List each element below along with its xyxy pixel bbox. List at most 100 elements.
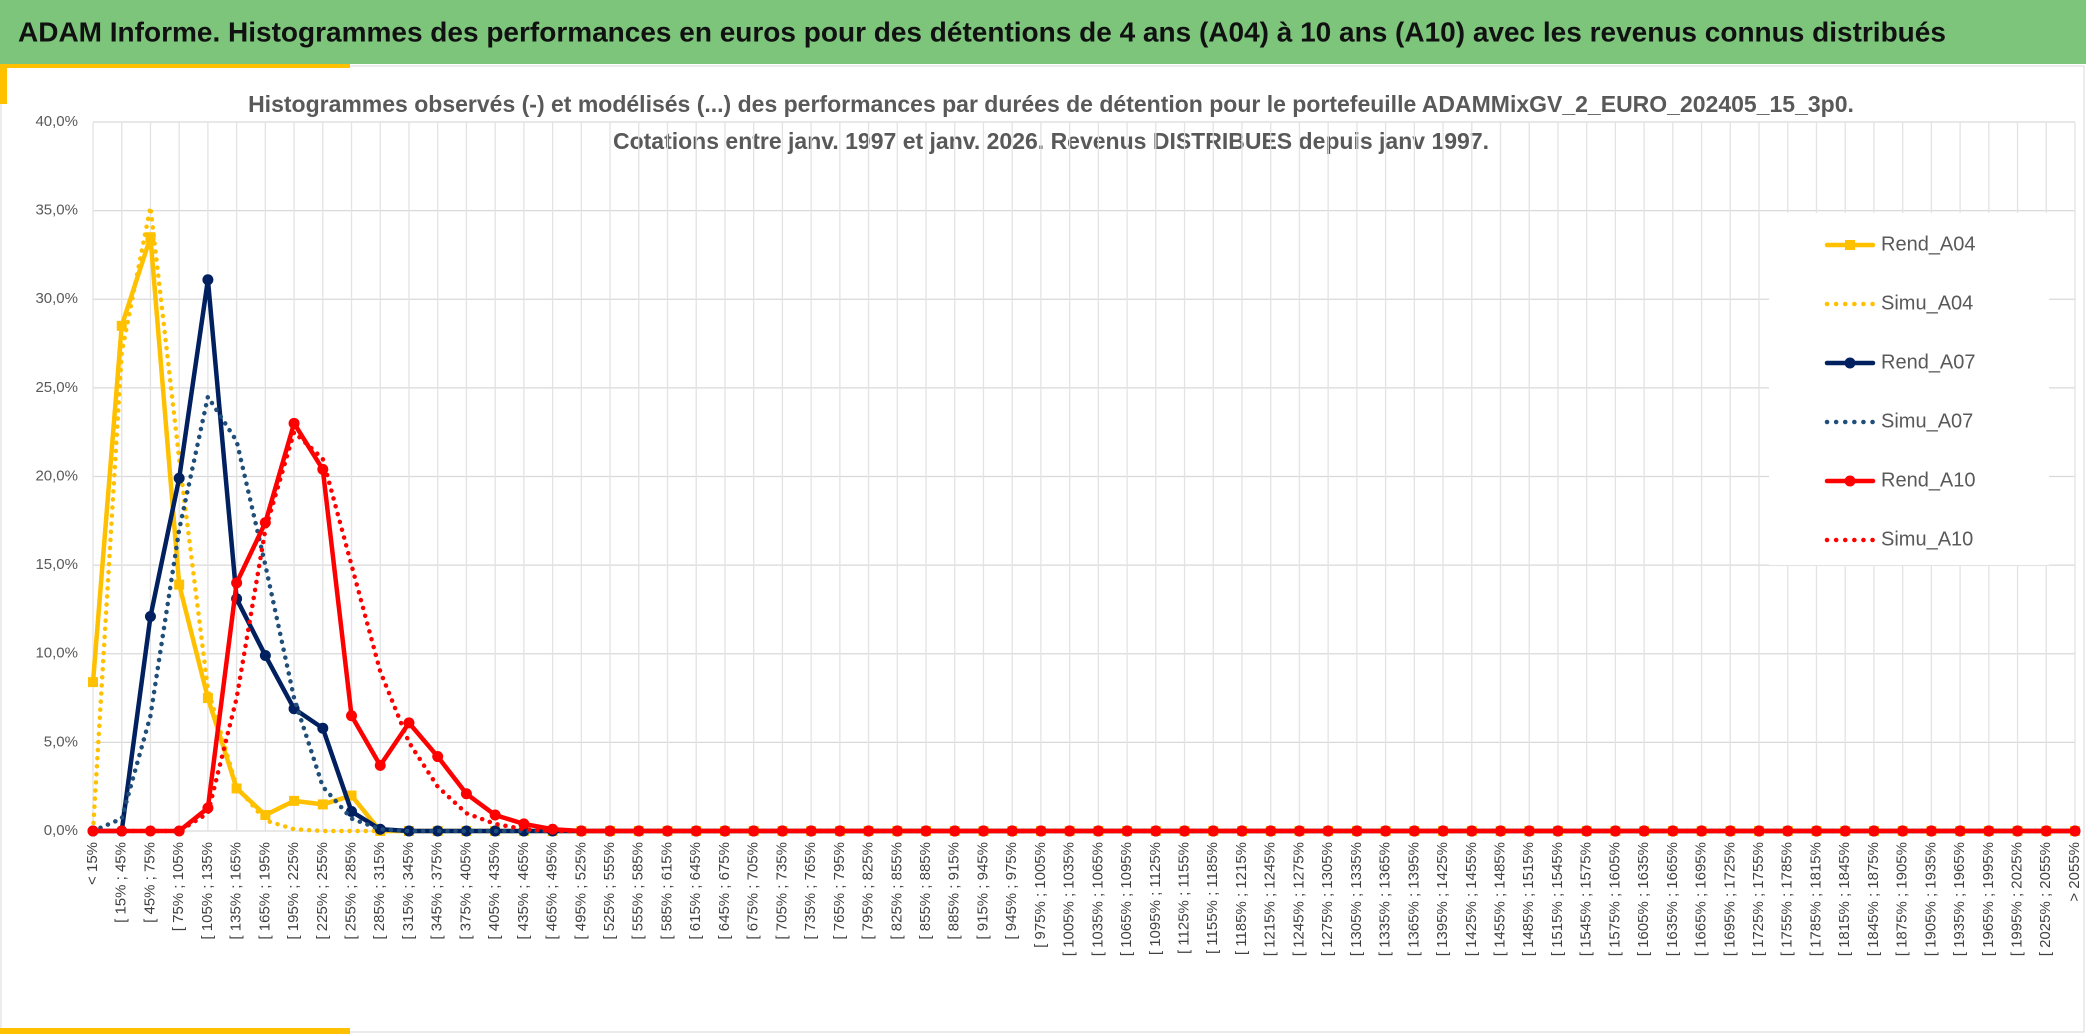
x-tick-label: [ 1815% ; 1845%: [1836, 842, 1853, 956]
x-tick-label: [ 1095% ; 1125%: [1147, 842, 1164, 955]
x-tick-label: [ 1875% ; 1905%: [1894, 842, 1911, 956]
marker: [317, 799, 328, 810]
x-tick-label: [ 1125% ; 1155%: [1176, 842, 1193, 954]
marker: [1839, 825, 1851, 837]
marker: [144, 611, 156, 623]
y-tick-label: 10,0%: [35, 645, 78, 662]
x-tick-label: [ 195% ; 225%: [285, 842, 302, 940]
x-tick-label: [ 405% ; 435%: [486, 842, 503, 940]
x-tick-label: < 15%: [84, 842, 101, 885]
x-tick-label: [ 1515% ; 1545%: [1549, 842, 1566, 956]
x-tick-label: [ 315% ; 345%: [400, 842, 417, 940]
x-tick-label: [ 75% ; 105%: [170, 842, 187, 931]
x-tick-label: [ 45% ; 75%: [141, 842, 158, 923]
marker: [374, 759, 386, 771]
x-tick-label: [ 645% ; 675%: [716, 842, 733, 940]
x-tick-label: [ 495% ; 525%: [572, 842, 589, 940]
x-tick-label: [ 1785% ; 1815%: [1807, 842, 1824, 956]
marker: [346, 806, 358, 818]
x-tick-label: [ 1245% ; 1275%: [1290, 842, 1307, 956]
x-tick-label: [ 165% ; 195%: [256, 842, 273, 940]
marker: [1064, 825, 1076, 837]
marker: [891, 825, 903, 837]
x-tick-label: [ 1995% ; 2025%: [2009, 842, 2026, 956]
y-tick-label: 5,0%: [44, 733, 78, 750]
legend-label: Simu_A07: [1881, 410, 1973, 432]
x-tick-label: [ 1035% ; 1065%: [1089, 842, 1106, 956]
x-tick-label: [ 945% ; 975%: [1003, 842, 1020, 940]
legend-marker: [1845, 240, 1855, 250]
x-tick-label: [ 255% ; 285%: [342, 842, 359, 940]
y-tick-label: 35,0%: [35, 202, 78, 219]
x-tick-label: [ 915% ; 945%: [974, 842, 991, 940]
x-tick-label: [ 1725% ; 1755%: [1750, 842, 1767, 956]
x-tick-label: [ 1635% ; 1665%: [1664, 842, 1681, 956]
x-tick-label: [ 765% ; 795%: [831, 842, 848, 940]
y-tick-label: 20,0%: [35, 467, 78, 484]
marker: [289, 795, 300, 806]
accent: [0, 64, 350, 68]
x-tick-label: [ 1665% ; 1695%: [1693, 842, 1710, 956]
x-tick-label: [ 1185% ; 1215%: [1233, 842, 1250, 955]
legend: Rend_A04 Simu_A04 Rend_A07 Simu_A07 Rend_A10…: [1769, 213, 2049, 565]
legend-label: Rend_A04: [1881, 233, 1976, 255]
series-line: [90, 429, 2078, 834]
marker: [1954, 825, 1966, 837]
x-tick-label: [ 585% ; 615%: [658, 842, 675, 940]
marker: [403, 717, 415, 729]
x-tick-label: [ 1365% ; 1395%: [1405, 842, 1422, 956]
x-tick-label: [ 465% ; 495%: [544, 842, 561, 940]
marker: [202, 693, 213, 704]
y-tick-label: 30,0%: [35, 290, 78, 307]
x-tick-label: [ 525% ; 555%: [601, 842, 618, 940]
y-tick-label: 0,0%: [44, 822, 78, 839]
marker: [1265, 825, 1277, 837]
x-tick-label: [ 1545% ; 1575%: [1578, 842, 1595, 956]
marker: [690, 825, 702, 837]
legend-label: Simu_A04: [1881, 292, 1973, 314]
legend-marker: [1844, 357, 1856, 369]
marker: [748, 825, 760, 837]
marker: [949, 825, 961, 837]
marker: [260, 810, 271, 821]
marker: [1782, 825, 1794, 837]
marker: [1638, 825, 1650, 837]
x-tick-label: [ 1215% ; 1245%: [1262, 842, 1279, 956]
x-tick-label: [ 1425% ; 1455%: [1463, 842, 1480, 956]
header-bar: [0, 0, 2086, 64]
accent: [0, 1028, 350, 1034]
x-tick-label: [ 735% ; 765%: [802, 842, 819, 940]
x-tick-label: [ 855% ; 885%: [917, 842, 934, 940]
x-tick-label: [ 1935% ; 1965%: [1951, 842, 1968, 956]
marker: [231, 577, 243, 589]
x-tick-label: [ 1305% ; 1335%: [1348, 842, 1365, 956]
x-tick-label: [ 2025% ; 2055%: [2037, 842, 2054, 956]
x-tick-label: [ 1965% ; 1995%: [1980, 842, 1997, 956]
chart-subtitle: Cotations entre janv. 1997 et janv. 2026…: [613, 128, 1489, 154]
x-tick-label: [ 825% ; 855%: [888, 842, 905, 940]
x-tick-label: [ 1605% ; 1635%: [1635, 842, 1652, 956]
x-tick-label: [ 1695% ; 1725%: [1721, 842, 1738, 956]
x-tick-label: [ 1275% ; 1305%: [1319, 842, 1336, 956]
marker: [2069, 825, 2081, 837]
x-tick-label: [ 795% ; 825%: [860, 842, 877, 940]
legend-label: Simu_A10: [1881, 528, 1973, 550]
x-tick-label: [ 555% ; 585%: [630, 842, 647, 940]
x-tick-label: [ 1455% ; 1485%: [1491, 842, 1508, 956]
marker: [1523, 825, 1535, 837]
marker: [116, 825, 128, 837]
marker: [174, 579, 185, 590]
legend-box: [1769, 213, 2049, 565]
legend-label: Rend_A07: [1881, 351, 1976, 373]
x-tick-label: [ 375% ; 405%: [457, 842, 474, 940]
marker: [346, 710, 358, 722]
marker: [116, 320, 127, 331]
marker: [1006, 825, 1018, 837]
marker: [1897, 825, 1909, 837]
x-tick-label: [ 1575% ; 1605%: [1606, 842, 1623, 956]
marker: [1581, 825, 1593, 837]
marker: [1207, 825, 1219, 837]
x-tick-label: [ 1395% ; 1425%: [1434, 842, 1451, 956]
x-tick-label: [ 105% ; 135%: [199, 842, 216, 940]
